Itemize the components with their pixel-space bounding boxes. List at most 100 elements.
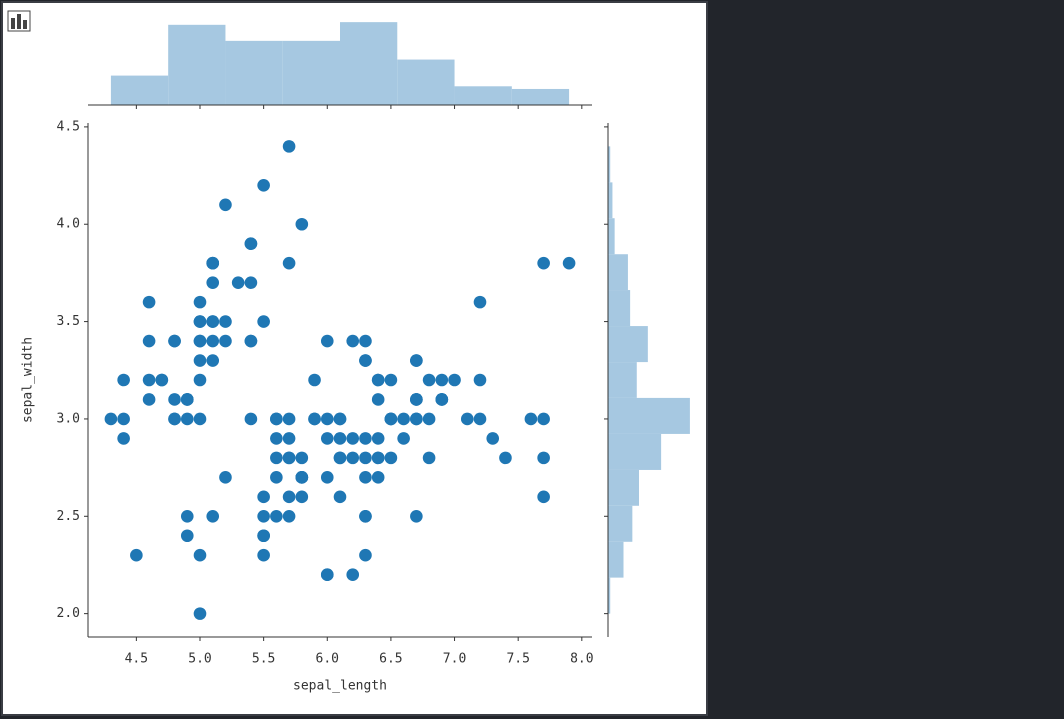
point	[257, 548, 270, 562]
point	[537, 451, 550, 465]
point	[333, 432, 347, 445]
point	[422, 373, 436, 387]
histogram-bar	[608, 469, 639, 506]
point	[282, 140, 296, 153]
x-tick-label: 5.5	[252, 652, 275, 667]
point	[117, 432, 130, 445]
point	[384, 412, 398, 426]
point	[219, 198, 232, 212]
point	[155, 373, 169, 387]
point	[282, 256, 296, 270]
x-tick-label: 6.0	[316, 652, 339, 667]
point	[473, 295, 487, 309]
point	[448, 373, 461, 387]
point	[257, 529, 270, 543]
point	[524, 412, 538, 426]
point	[308, 373, 321, 387]
point	[346, 432, 360, 445]
point	[435, 393, 449, 406]
point	[206, 256, 220, 270]
point	[282, 432, 296, 445]
histogram-bar	[511, 88, 570, 105]
point	[180, 529, 194, 543]
point	[193, 607, 207, 620]
x-tick-label: 4.5	[125, 652, 148, 667]
histogram-bar	[110, 75, 169, 105]
histogram-bar	[608, 326, 648, 363]
point	[410, 354, 423, 367]
point	[257, 179, 270, 192]
point	[193, 412, 207, 426]
point	[206, 315, 220, 328]
point	[206, 276, 220, 289]
point	[168, 334, 181, 348]
point	[257, 490, 270, 504]
point	[371, 471, 385, 484]
point	[422, 451, 436, 465]
point	[359, 432, 372, 445]
chart-icon[interactable]	[7, 10, 31, 32]
y-tick-label: 4.5	[57, 119, 80, 134]
point	[270, 451, 283, 465]
point	[282, 490, 296, 504]
x-tick-label: 7.0	[443, 652, 466, 667]
point	[282, 509, 296, 523]
point	[537, 412, 550, 426]
y-tick-label: 4.0	[57, 217, 80, 232]
point	[371, 393, 385, 406]
point	[180, 509, 194, 523]
point	[320, 432, 334, 445]
point	[435, 373, 449, 387]
point	[142, 334, 156, 348]
point	[410, 509, 423, 523]
y-tick-label: 2.0	[57, 606, 80, 621]
point	[486, 432, 500, 445]
point	[244, 412, 258, 426]
point	[180, 393, 194, 406]
point	[219, 471, 232, 484]
point	[537, 490, 550, 504]
x-tick-label: 5.0	[188, 652, 211, 667]
point	[359, 548, 372, 562]
point	[346, 334, 360, 348]
y-tick-label: 3.0	[57, 411, 80, 426]
histogram-bar	[608, 433, 662, 470]
histogram-bar	[608, 541, 624, 578]
point	[270, 412, 283, 426]
x-tick-label: 6.5	[379, 652, 402, 667]
point	[270, 509, 283, 523]
point	[282, 412, 296, 426]
point	[308, 412, 321, 426]
point	[333, 412, 347, 426]
histogram-bar	[454, 86, 512, 105]
histogram-bar	[608, 182, 613, 219]
x-tick-label: 8.0	[570, 652, 593, 667]
point	[282, 451, 296, 465]
histogram-bar	[608, 254, 628, 291]
point	[244, 334, 258, 348]
point	[142, 393, 156, 406]
point	[333, 490, 347, 504]
point	[371, 451, 385, 465]
point	[193, 548, 207, 562]
point	[244, 237, 258, 251]
point	[397, 432, 410, 445]
point	[206, 509, 220, 523]
point	[359, 509, 372, 523]
y-tick-label: 3.5	[57, 314, 80, 329]
point	[320, 471, 334, 484]
point	[142, 295, 156, 309]
point	[537, 256, 550, 270]
point	[295, 217, 309, 231]
point	[193, 295, 207, 309]
y-tick-label: 2.5	[57, 509, 80, 524]
point	[193, 354, 207, 367]
point	[104, 412, 118, 426]
point	[193, 315, 207, 328]
point	[562, 256, 576, 270]
histogram-bar	[340, 22, 398, 106]
point	[168, 393, 181, 406]
point	[320, 412, 334, 426]
